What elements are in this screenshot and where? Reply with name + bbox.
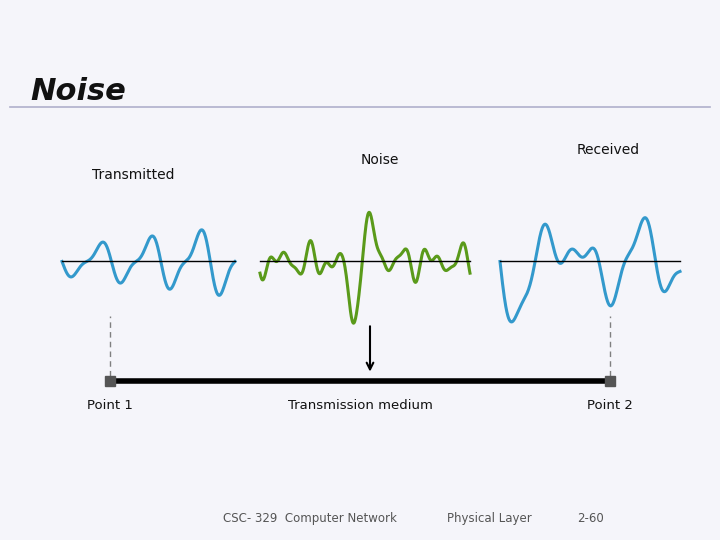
Text: Physical Layer: Physical Layer (447, 511, 532, 525)
Bar (605, 376, 615, 387)
Text: Received: Received (577, 143, 639, 157)
Text: Noise: Noise (30, 77, 126, 106)
Text: Point 1: Point 1 (87, 400, 133, 413)
Text: Noise: Noise (361, 152, 399, 166)
Text: Transmission medium: Transmission medium (287, 400, 433, 413)
Text: CSC- 329  Computer Network: CSC- 329 Computer Network (222, 511, 397, 525)
Bar (105, 376, 115, 387)
Text: 2-60: 2-60 (577, 511, 604, 525)
Text: Point 2: Point 2 (587, 400, 633, 413)
Text: Transmitted: Transmitted (92, 167, 175, 181)
